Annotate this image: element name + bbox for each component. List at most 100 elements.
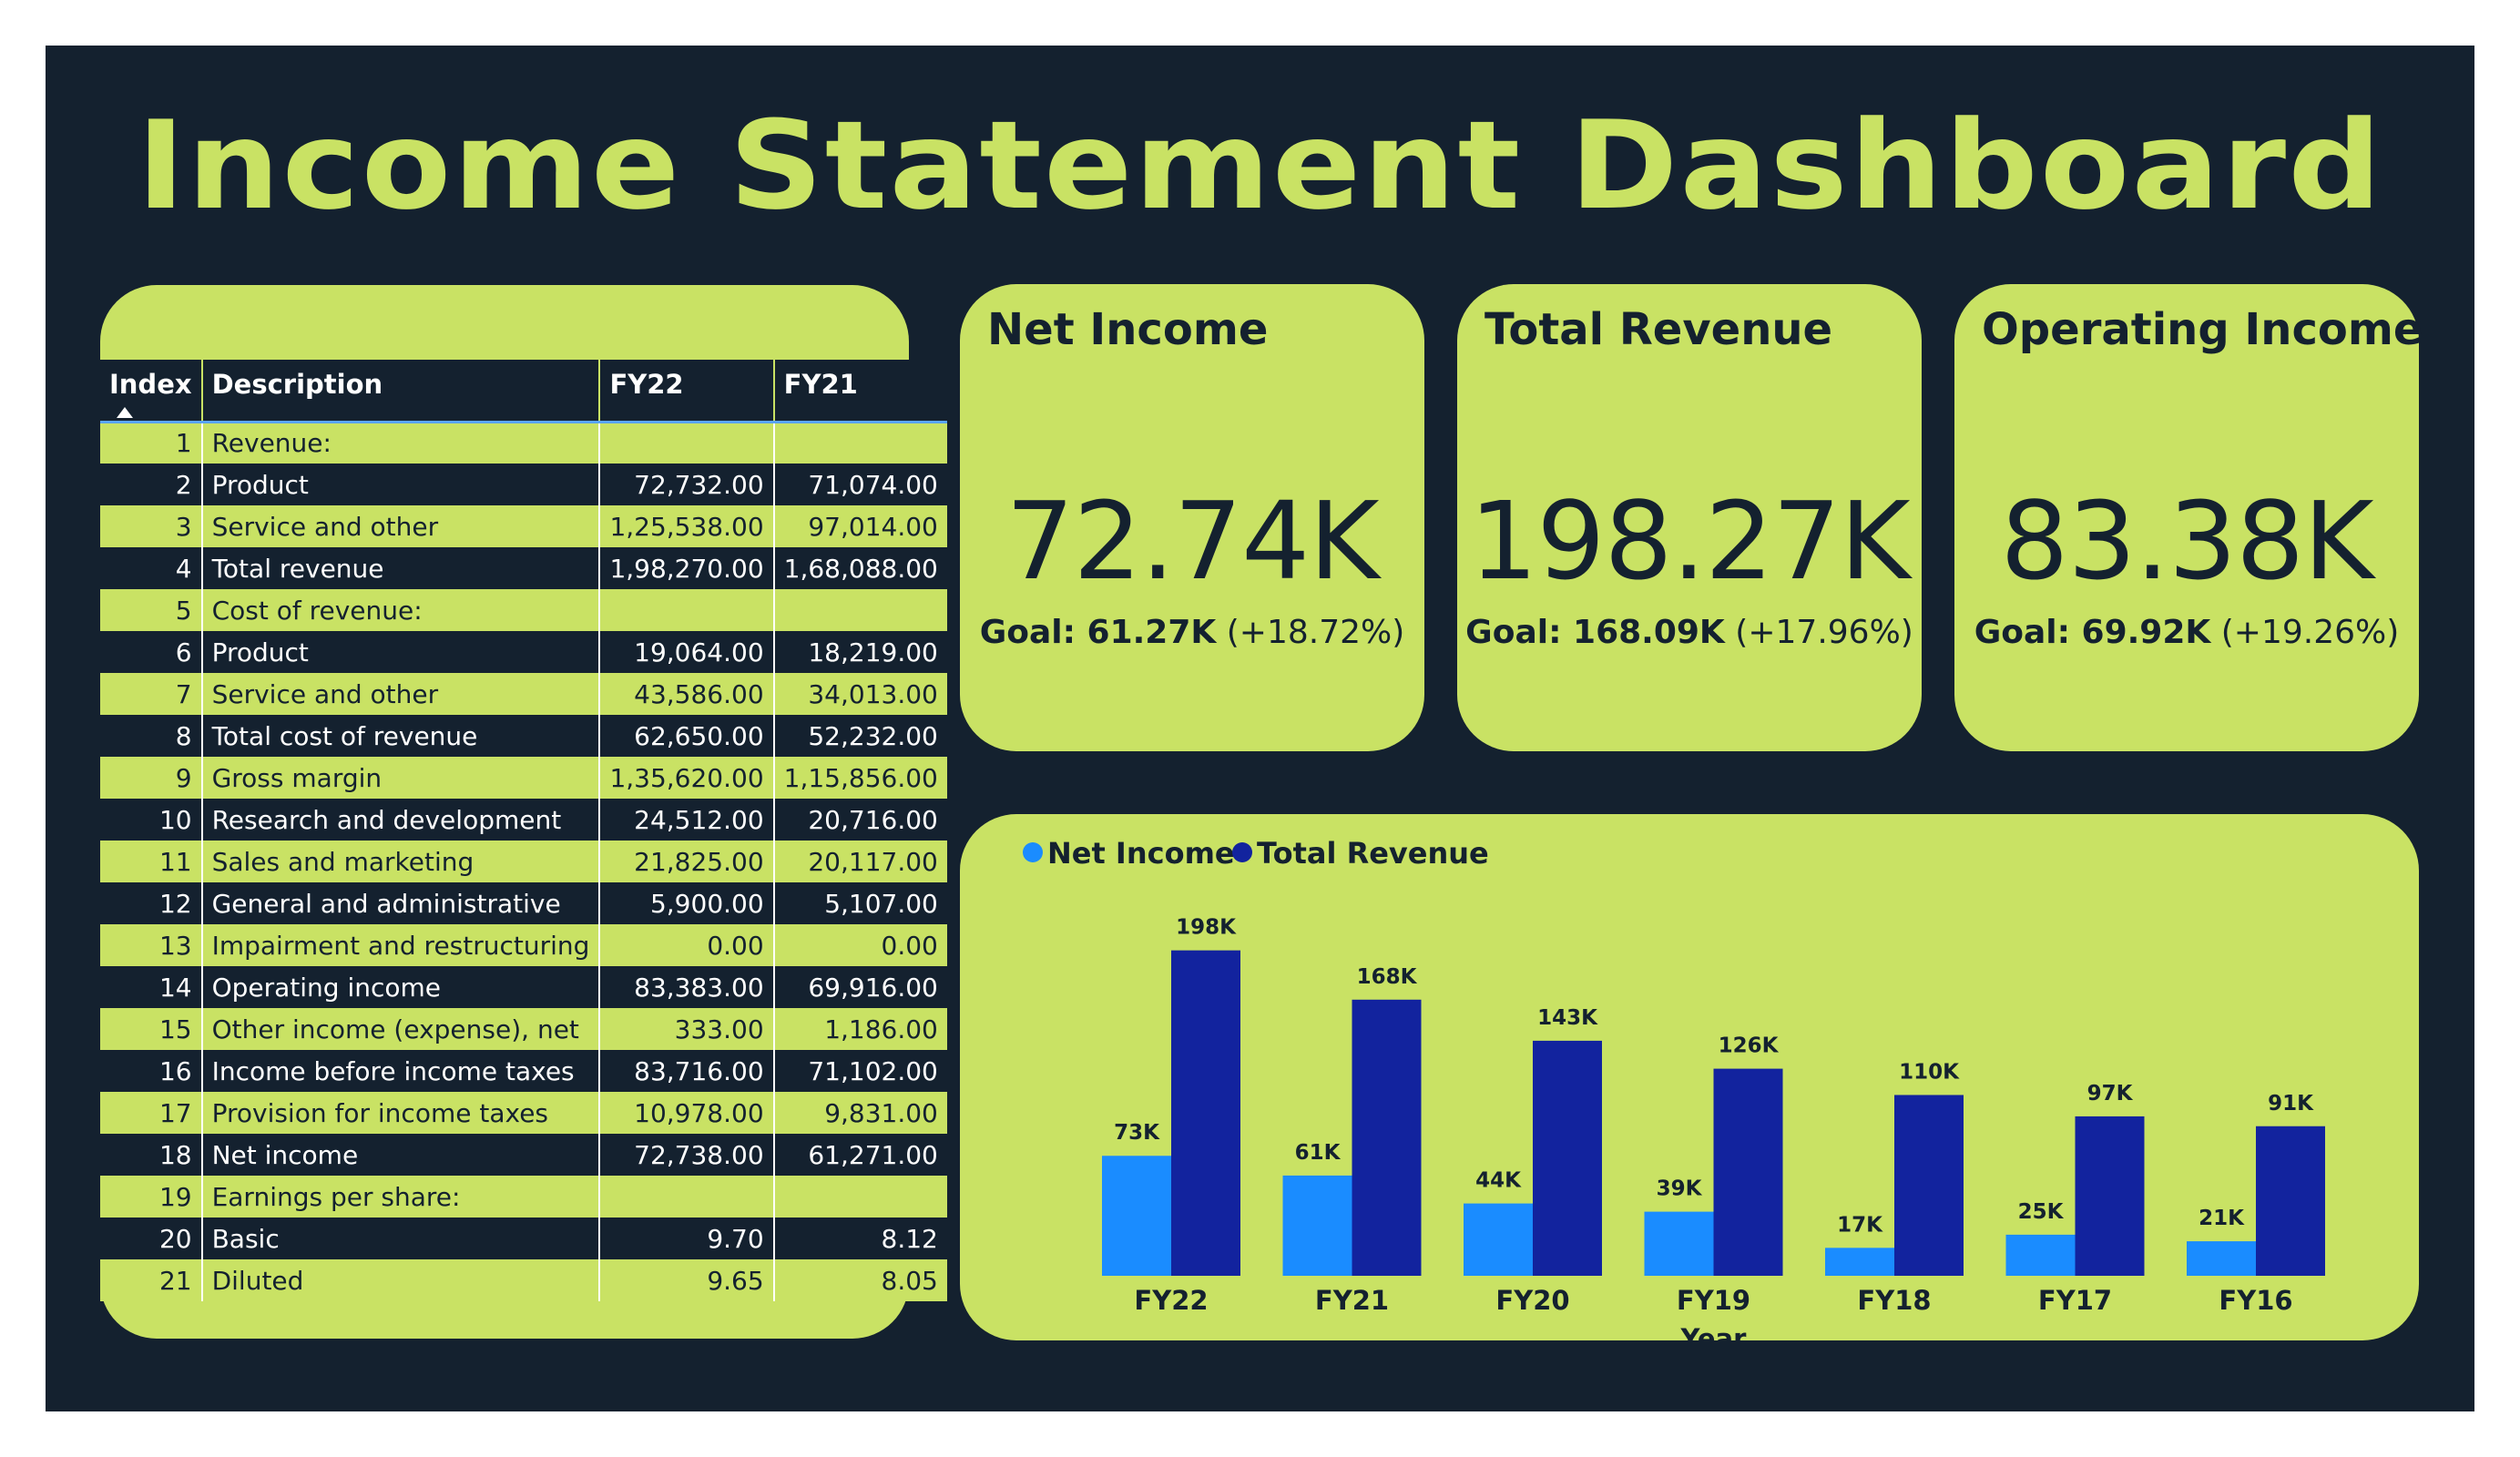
cell-fy22: 9.70 [599,1218,775,1259]
table-row[interactable]: 15 Other income (expense), net 333.00 1,186… [100,1008,947,1050]
data-label: 25K [2018,1200,2065,1224]
cell-fy21: 1,186.00 [773,1008,947,1050]
cell-fy21: 52,232.00 [773,715,947,757]
cell-description: Total revenue [201,547,601,589]
cell-fy22: 1,35,620.00 [599,757,775,799]
kpi-value: 198.27K [1469,478,1910,604]
kpi-title: Net Income [987,304,1269,355]
x-tick-label: FY20 [1495,1285,1569,1316]
cell-fy21: 71,074.00 [773,464,947,505]
kpi-title: Operating Income [1982,304,2423,355]
cell-description: Impairment and restructuring [201,924,601,966]
kpi-value: 83.38K [2000,478,2373,604]
cell-fy21: 18,219.00 [773,631,947,673]
bar-chart: Net Income Total Revenue 73K 198K FY22 61K 168… [1023,836,2325,1340]
data-label: 73K [1114,1121,1160,1145]
cell-description: Service and other [201,505,601,547]
cell-description: Product [201,464,601,505]
cell-fy21: 20,716.00 [773,799,947,841]
cell-index: 19 [100,1176,203,1218]
table-row[interactable]: 18 Net income 72,738.00 61,271.00 [100,1134,947,1176]
cell-index: 7 [100,673,203,715]
cell-index: 2 [100,464,203,505]
table-row[interactable]: 13 Impairment and restructuring 0.00 0.00 [100,924,947,966]
kpi-goal: Goal: 61.27K (+18.72%) [960,614,1424,651]
dashboard-canvas: Income Statement Dashboard Index Descrip… [46,46,2474,1411]
cell-index: 16 [100,1050,203,1092]
table-row[interactable]: 5 Cost of revenue: [100,589,947,631]
table-row[interactable]: 14 Operating income 83,383.00 69,916.00 [100,966,947,1008]
table-row[interactable]: 4 Total revenue 1,98,270.00 1,68,088.00 [100,547,947,589]
table-row[interactable]: 11 Sales and marketing 21,825.00 20,117.00 [100,841,947,882]
bar-net-income [1825,1248,1894,1276]
cell-fy22: 0.00 [599,924,775,966]
x-tick-label: FY22 [1134,1285,1208,1316]
x-axis-label: Year [1680,1323,1748,1340]
cell-description: Earnings per share: [201,1176,601,1218]
cell-index: 10 [100,799,203,841]
column-header-fy22[interactable]: FY22 [599,360,775,423]
cell-fy21 [773,589,947,631]
cell-fy22: 1,25,538.00 [599,505,775,547]
data-label: 44K [1475,1169,1522,1193]
table-row[interactable]: 1 Revenue: [100,422,947,464]
cell-index: 20 [100,1218,203,1259]
cell-description: Research and development [201,799,601,841]
cell-fy21: 71,102.00 [773,1050,947,1092]
cell-description: Basic [201,1218,601,1259]
bar-net-income [1282,1175,1352,1276]
cell-fy21: 1,15,856.00 [773,757,947,799]
kpi-card-operating-income: Operating Income 83.38K Goal: 69.92K (+1… [1954,284,2423,751]
table-row[interactable]: 7 Service and other 43,586.00 34,013.00 [100,673,947,715]
cell-fy22: 1,98,270.00 [599,547,775,589]
cell-fy22 [599,1176,775,1218]
table-row[interactable]: 12 General and administrative 5,900.00 5,10… [100,882,947,924]
kpi-title: Total Revenue [1484,304,1833,355]
cell-fy21: 0.00 [773,924,947,966]
cell-description: Provision for income taxes [201,1092,601,1134]
data-label: 91K [2268,1092,2314,1116]
cell-fy22: 5,900.00 [599,882,775,924]
kpi-card-total-revenue: Total Revenue 198.27K Goal: 168.09K (+17… [1457,284,1922,751]
cell-index: 9 [100,757,203,799]
table-row[interactable]: 9 Gross margin 1,35,620.00 1,15,856.00 [100,757,947,799]
bar-net-income [1102,1156,1171,1276]
cell-index: 3 [100,505,203,547]
cell-fy21: 20,117.00 [773,841,947,882]
cell-index: 5 [100,589,203,631]
column-header-fy21[interactable]: FY21 [773,360,947,423]
table-container: Index Description FY22 FY21 1 Revenue: 2 Pr… [100,360,947,1301]
bar-net-income [2187,1241,2256,1276]
cell-fy21: 8.12 [773,1218,947,1259]
legend-marker-0 [1023,842,1043,862]
data-label: 110K [1899,1060,1960,1084]
table-row[interactable]: 10 Research and development 24,512.00 20,71… [100,799,947,841]
column-header-index[interactable]: Index [100,360,203,423]
column-header-description[interactable]: Description [201,360,601,423]
table-row[interactable]: 19 Earnings per share: [100,1176,947,1218]
table-row[interactable]: 8 Total cost of revenue 62,650.00 52,232.00 [100,715,947,757]
table-row[interactable]: 21 Diluted 9.65 8.05 [100,1259,947,1301]
table-row[interactable]: 20 Basic 9.70 8.12 [100,1218,947,1259]
table-row[interactable]: 17 Provision for income taxes 10,978.00 9,8… [100,1092,947,1134]
cell-index: 12 [100,882,203,924]
kpi-goal-label: Goal: 69.92K [1974,614,2211,651]
income-statement-table-panel: Index Description FY22 FY21 1 Revenue: 2 Pr… [100,285,947,1339]
legend-label: Total Revenue [1257,836,1489,871]
cell-index: 6 [100,631,203,673]
cell-fy21: 61,271.00 [773,1134,947,1176]
cell-fy22: 83,383.00 [599,966,775,1008]
table-row[interactable]: 6 Product 19,064.00 18,219.00 [100,631,947,673]
table-row[interactable]: 3 Service and other 1,25,538.00 97,014.00 [100,505,947,547]
cell-index: 14 [100,966,203,1008]
kpi-value: 72.74K [1005,478,1379,604]
cell-index: 21 [100,1259,203,1301]
cell-fy21: 97,014.00 [773,505,947,547]
table-body: 1 Revenue: 2 Product 72,732.00 71,074.00 3 Serv… [100,422,947,1301]
legend-marker-1 [1232,842,1252,862]
bar-total-revenue [1533,1040,1602,1276]
table-row[interactable]: 16 Income before income taxes 83,716.00 71,… [100,1050,947,1092]
cell-index: 17 [100,1092,203,1134]
kpi-goal-label: Goal: 168.09K [1465,614,1725,651]
table-row[interactable]: 2 Product 72,732.00 71,074.00 [100,464,947,505]
